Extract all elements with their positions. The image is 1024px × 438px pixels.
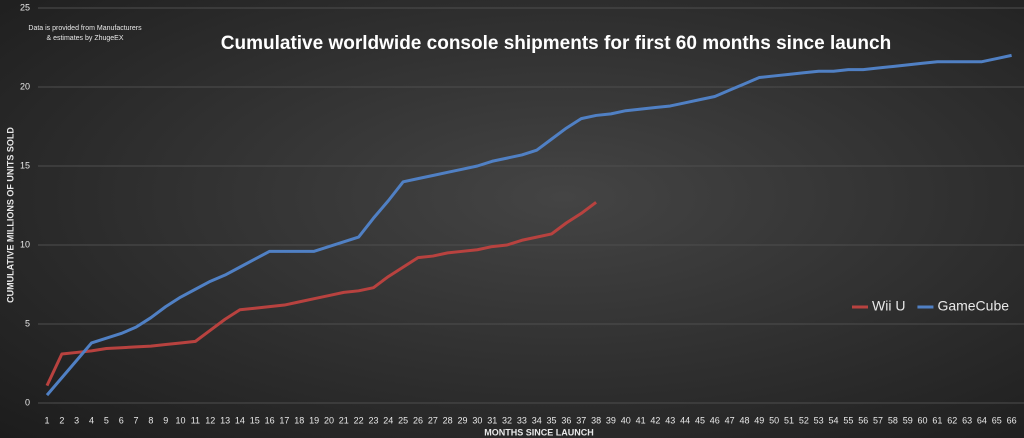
x-tick-label: 39 <box>606 415 616 425</box>
x-tick-label: 50 <box>769 415 779 425</box>
x-tick-label: 25 <box>398 415 408 425</box>
x-tick-label: 45 <box>695 415 705 425</box>
x-tick-label: 34 <box>532 415 542 425</box>
y-tick-label: 0 <box>25 397 30 407</box>
x-tick-label: 1 <box>44 415 49 425</box>
x-tick-label: 65 <box>992 415 1002 425</box>
y-tick-label: 10 <box>20 239 30 249</box>
x-tick-label: 28 <box>443 415 453 425</box>
x-tick-label: 62 <box>947 415 957 425</box>
x-tick-label: 61 <box>932 415 942 425</box>
x-tick-label: 18 <box>294 415 304 425</box>
x-tick-label: 4 <box>89 415 94 425</box>
legend-label: GameCube <box>937 298 1009 314</box>
x-tick-label: 17 <box>279 415 289 425</box>
x-tick-label: 19 <box>309 415 319 425</box>
y-tick-label: 15 <box>20 160 30 170</box>
chart-title: Cumulative worldwide console shipments f… <box>221 33 891 54</box>
x-tick-label: 2 <box>59 415 64 425</box>
x-tick-label: 37 <box>576 415 586 425</box>
x-tick-label: 6 <box>119 415 124 425</box>
x-tick-label: 40 <box>621 415 631 425</box>
x-tick-label: 56 <box>858 415 868 425</box>
x-tick-label: 41 <box>636 415 646 425</box>
note: Data is provided from Manufacturers <box>28 25 142 32</box>
y-tick-label: 20 <box>20 81 30 91</box>
x-tick-label: 63 <box>962 415 972 425</box>
y-tick-label: 25 <box>20 2 30 12</box>
x-tick-label: 55 <box>843 415 853 425</box>
x-tick-label: 51 <box>784 415 794 425</box>
x-tick-label: 59 <box>903 415 913 425</box>
x-tick-label: 30 <box>472 415 482 425</box>
x-tick-label: 14 <box>235 415 245 425</box>
x-tick-label: 16 <box>265 415 275 425</box>
note: & estimates by ZhugeEX <box>46 35 123 42</box>
x-tick-label: 31 <box>487 415 497 425</box>
x-tick-label: 64 <box>977 415 987 425</box>
x-tick-label: 7 <box>134 415 139 425</box>
x-axis-label: MONTHS SINCE LAUNCH <box>484 427 594 437</box>
line <box>45 53 1012 397</box>
x-tick-label: 8 <box>148 415 153 425</box>
x-tick-label: 44 <box>680 415 690 425</box>
x-tick-label: 60 <box>918 415 928 425</box>
x-tick-label: 27 <box>428 415 438 425</box>
x-tick-label: 20 <box>324 415 334 425</box>
x-tick-label: 10 <box>176 415 186 425</box>
x-tick-label: 26 <box>413 415 423 425</box>
x-tick-label: 52 <box>799 415 809 425</box>
y-axis-label: CUMULATIVE MILLIONS OF UNITS SOLD <box>5 127 15 303</box>
x-tick-label: 33 <box>517 415 527 425</box>
x-tick-label: 22 <box>354 415 364 425</box>
x-tick-label: 21 <box>339 415 349 425</box>
x-tick-label: 9 <box>163 415 168 425</box>
x-tick-label: 3 <box>74 415 79 425</box>
x-tick-label: 38 <box>591 415 601 425</box>
x-tick-label: 13 <box>220 415 230 425</box>
line <box>45 201 597 387</box>
x-tick-label: 57 <box>873 415 883 425</box>
x-tick-label: 11 <box>191 415 200 425</box>
x-tick-label: 23 <box>368 415 378 425</box>
x-tick-label: 48 <box>739 415 749 425</box>
x-tick-label: 29 <box>458 415 468 425</box>
x-tick-label: 54 <box>829 415 839 425</box>
x-tick-label: 24 <box>383 415 393 425</box>
x-tick-label: 43 <box>665 415 675 425</box>
x-tick-label: 15 <box>250 415 260 425</box>
x-tick-label: 35 <box>547 415 557 425</box>
x-tick-label: 32 <box>502 415 512 425</box>
x-tick-label: 58 <box>888 415 898 425</box>
x-tick-label: 53 <box>814 415 824 425</box>
x-tick-label: 12 <box>205 415 215 425</box>
x-tick-label: 42 <box>650 415 660 425</box>
x-tick-label: 36 <box>561 415 571 425</box>
x-tick-label: 5 <box>104 415 109 425</box>
y-tick-label: 5 <box>25 318 30 328</box>
x-tick-label: 66 <box>1007 415 1017 425</box>
x-tick-label: 46 <box>710 415 720 425</box>
x-tick-label: 47 <box>725 415 735 425</box>
legend-label: Wii U <box>872 298 905 314</box>
x-tick-label: 49 <box>754 415 764 425</box>
